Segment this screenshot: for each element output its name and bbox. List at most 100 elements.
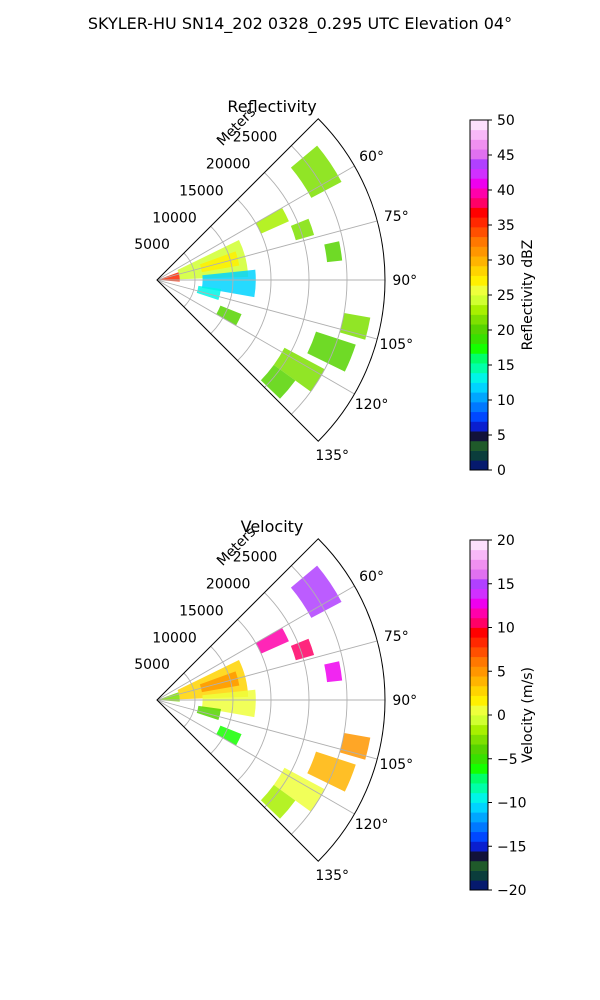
colorbar-swatch bbox=[470, 559, 488, 570]
azimuth-tick-label: 60° bbox=[359, 149, 384, 165]
colorbar-swatch bbox=[470, 724, 488, 735]
colorbar-swatch bbox=[470, 372, 488, 383]
colorbar-tick-label: 15 bbox=[497, 358, 515, 374]
colorbar-swatch bbox=[470, 870, 488, 881]
azimuth-tick-label: 90° bbox=[392, 273, 417, 289]
azimuth-gridline bbox=[156, 220, 378, 281]
colorbar-swatch bbox=[470, 314, 488, 325]
azimuth-tick-label: 75° bbox=[384, 629, 409, 645]
azimuth-gridline bbox=[156, 279, 355, 395]
colorbar-swatch bbox=[470, 401, 488, 413]
colorbar-swatch bbox=[470, 812, 488, 823]
colorbar-tick-label: −15 bbox=[497, 839, 527, 855]
radial-tick-label: 25000 bbox=[233, 130, 278, 146]
azimuth-tick-label: 105° bbox=[379, 337, 413, 353]
colorbar-tick-label: 10 bbox=[497, 393, 515, 409]
azimuth-tick-label: 90° bbox=[392, 693, 417, 709]
colorbar-swatch bbox=[470, 333, 488, 345]
echo-region bbox=[290, 218, 315, 241]
echo-region bbox=[339, 312, 371, 340]
colorbar-swatch bbox=[470, 217, 488, 228]
colorbar-tick-label: 0 bbox=[497, 708, 506, 724]
colorbar-swatch bbox=[470, 734, 488, 745]
radial-tick-label: 20000 bbox=[206, 157, 251, 173]
echo-region bbox=[260, 784, 296, 819]
azimuth-tick-label: 60° bbox=[359, 569, 384, 585]
colorbar-swatch bbox=[470, 792, 488, 803]
echo-region bbox=[260, 364, 296, 399]
colorbar-swatch bbox=[470, 569, 488, 580]
colorbar-swatch bbox=[470, 265, 488, 276]
figure-title: SKYLER-HU SN14_202 0328_0.295 UTC Elevat… bbox=[87, 14, 513, 33]
colorbar-swatch bbox=[470, 763, 488, 774]
colorbar-swatch bbox=[470, 460, 488, 471]
colorbar-swatch bbox=[470, 860, 488, 871]
colorbar-swatch bbox=[470, 324, 488, 335]
panel-title: Reflectivity bbox=[227, 97, 316, 116]
colorbar-swatch bbox=[470, 353, 488, 364]
azimuth-gridline bbox=[156, 165, 355, 281]
echo-region bbox=[216, 725, 242, 746]
colorbar-swatch bbox=[470, 841, 488, 852]
colorbar-swatch bbox=[470, 158, 488, 170]
colorbar-swatch bbox=[470, 646, 488, 658]
colorbar-swatch bbox=[470, 304, 488, 315]
colorbar-tick-label: 50 bbox=[497, 113, 515, 129]
colorbar-tick-label: 40 bbox=[497, 183, 515, 199]
azimuth-gridline bbox=[156, 699, 378, 760]
colorbar-swatch bbox=[470, 139, 488, 150]
colorbar-swatch bbox=[470, 178, 488, 189]
colorbar-label: Velocity (m/s) bbox=[520, 667, 536, 763]
colorbar-swatch bbox=[470, 831, 488, 842]
colorbar-tick-label: −20 bbox=[497, 883, 527, 899]
colorbar-swatch bbox=[470, 431, 488, 442]
echo-region bbox=[255, 627, 289, 654]
colorbar-tick-label: 5 bbox=[497, 428, 506, 444]
echo-region bbox=[324, 241, 343, 263]
colorbar-swatch bbox=[470, 363, 488, 374]
colorbar-swatch bbox=[470, 753, 488, 765]
colorbar-swatch bbox=[470, 450, 488, 461]
colorbar-swatch bbox=[470, 246, 488, 257]
colorbar-swatch bbox=[470, 676, 488, 687]
colorbar-swatch bbox=[470, 188, 488, 199]
sector-frame bbox=[156, 118, 386, 442]
colorbar-swatch bbox=[470, 666, 488, 677]
colorbar-swatch bbox=[470, 149, 488, 160]
colorbar-swatch bbox=[470, 129, 488, 140]
colorbar-tick-label: −5 bbox=[497, 752, 518, 768]
echo-region bbox=[255, 207, 289, 234]
colorbar-swatch bbox=[470, 168, 488, 179]
azimuth-gridline bbox=[156, 585, 355, 701]
colorbar-tick-label: 5 bbox=[497, 664, 506, 680]
colorbar-tick-label: 30 bbox=[497, 253, 515, 269]
colorbar-tick-label: −10 bbox=[497, 796, 527, 812]
colorbar-swatch bbox=[470, 295, 488, 306]
colorbar-swatch bbox=[470, 421, 488, 432]
radial-tick-label: 10000 bbox=[152, 210, 197, 226]
colorbar-swatch bbox=[470, 695, 488, 706]
azimuth-tick-label: 120° bbox=[355, 817, 389, 833]
colorbar-swatch bbox=[470, 256, 488, 267]
colorbar-swatch bbox=[470, 549, 488, 560]
colorbar-swatch bbox=[470, 705, 488, 716]
radial-tick-label: 15000 bbox=[179, 183, 224, 199]
colorbar-swatch bbox=[470, 588, 488, 599]
echo-region bbox=[196, 285, 221, 300]
echo-region bbox=[290, 638, 315, 661]
polar-panel-reflectivity: 500010000150002000025000Meters60°75°90°1… bbox=[134, 97, 536, 479]
sector-frame bbox=[156, 538, 386, 862]
radial-tick-label: 5000 bbox=[134, 657, 170, 673]
colorbar-swatch bbox=[470, 598, 488, 609]
colorbar-tick-label: 35 bbox=[497, 218, 515, 234]
colorbar-tick-label: 10 bbox=[497, 621, 515, 637]
colorbar-swatch bbox=[470, 197, 488, 208]
colorbar-swatch bbox=[470, 715, 488, 726]
colorbar-swatch bbox=[470, 392, 488, 403]
colorbar-swatch bbox=[470, 783, 488, 794]
colorbar-swatch bbox=[470, 851, 488, 862]
radial-tick-label: 25000 bbox=[233, 550, 278, 566]
colorbar-swatch bbox=[470, 773, 488, 784]
colorbar-swatch bbox=[470, 382, 488, 393]
azimuth-tick-label: 105° bbox=[379, 757, 413, 773]
